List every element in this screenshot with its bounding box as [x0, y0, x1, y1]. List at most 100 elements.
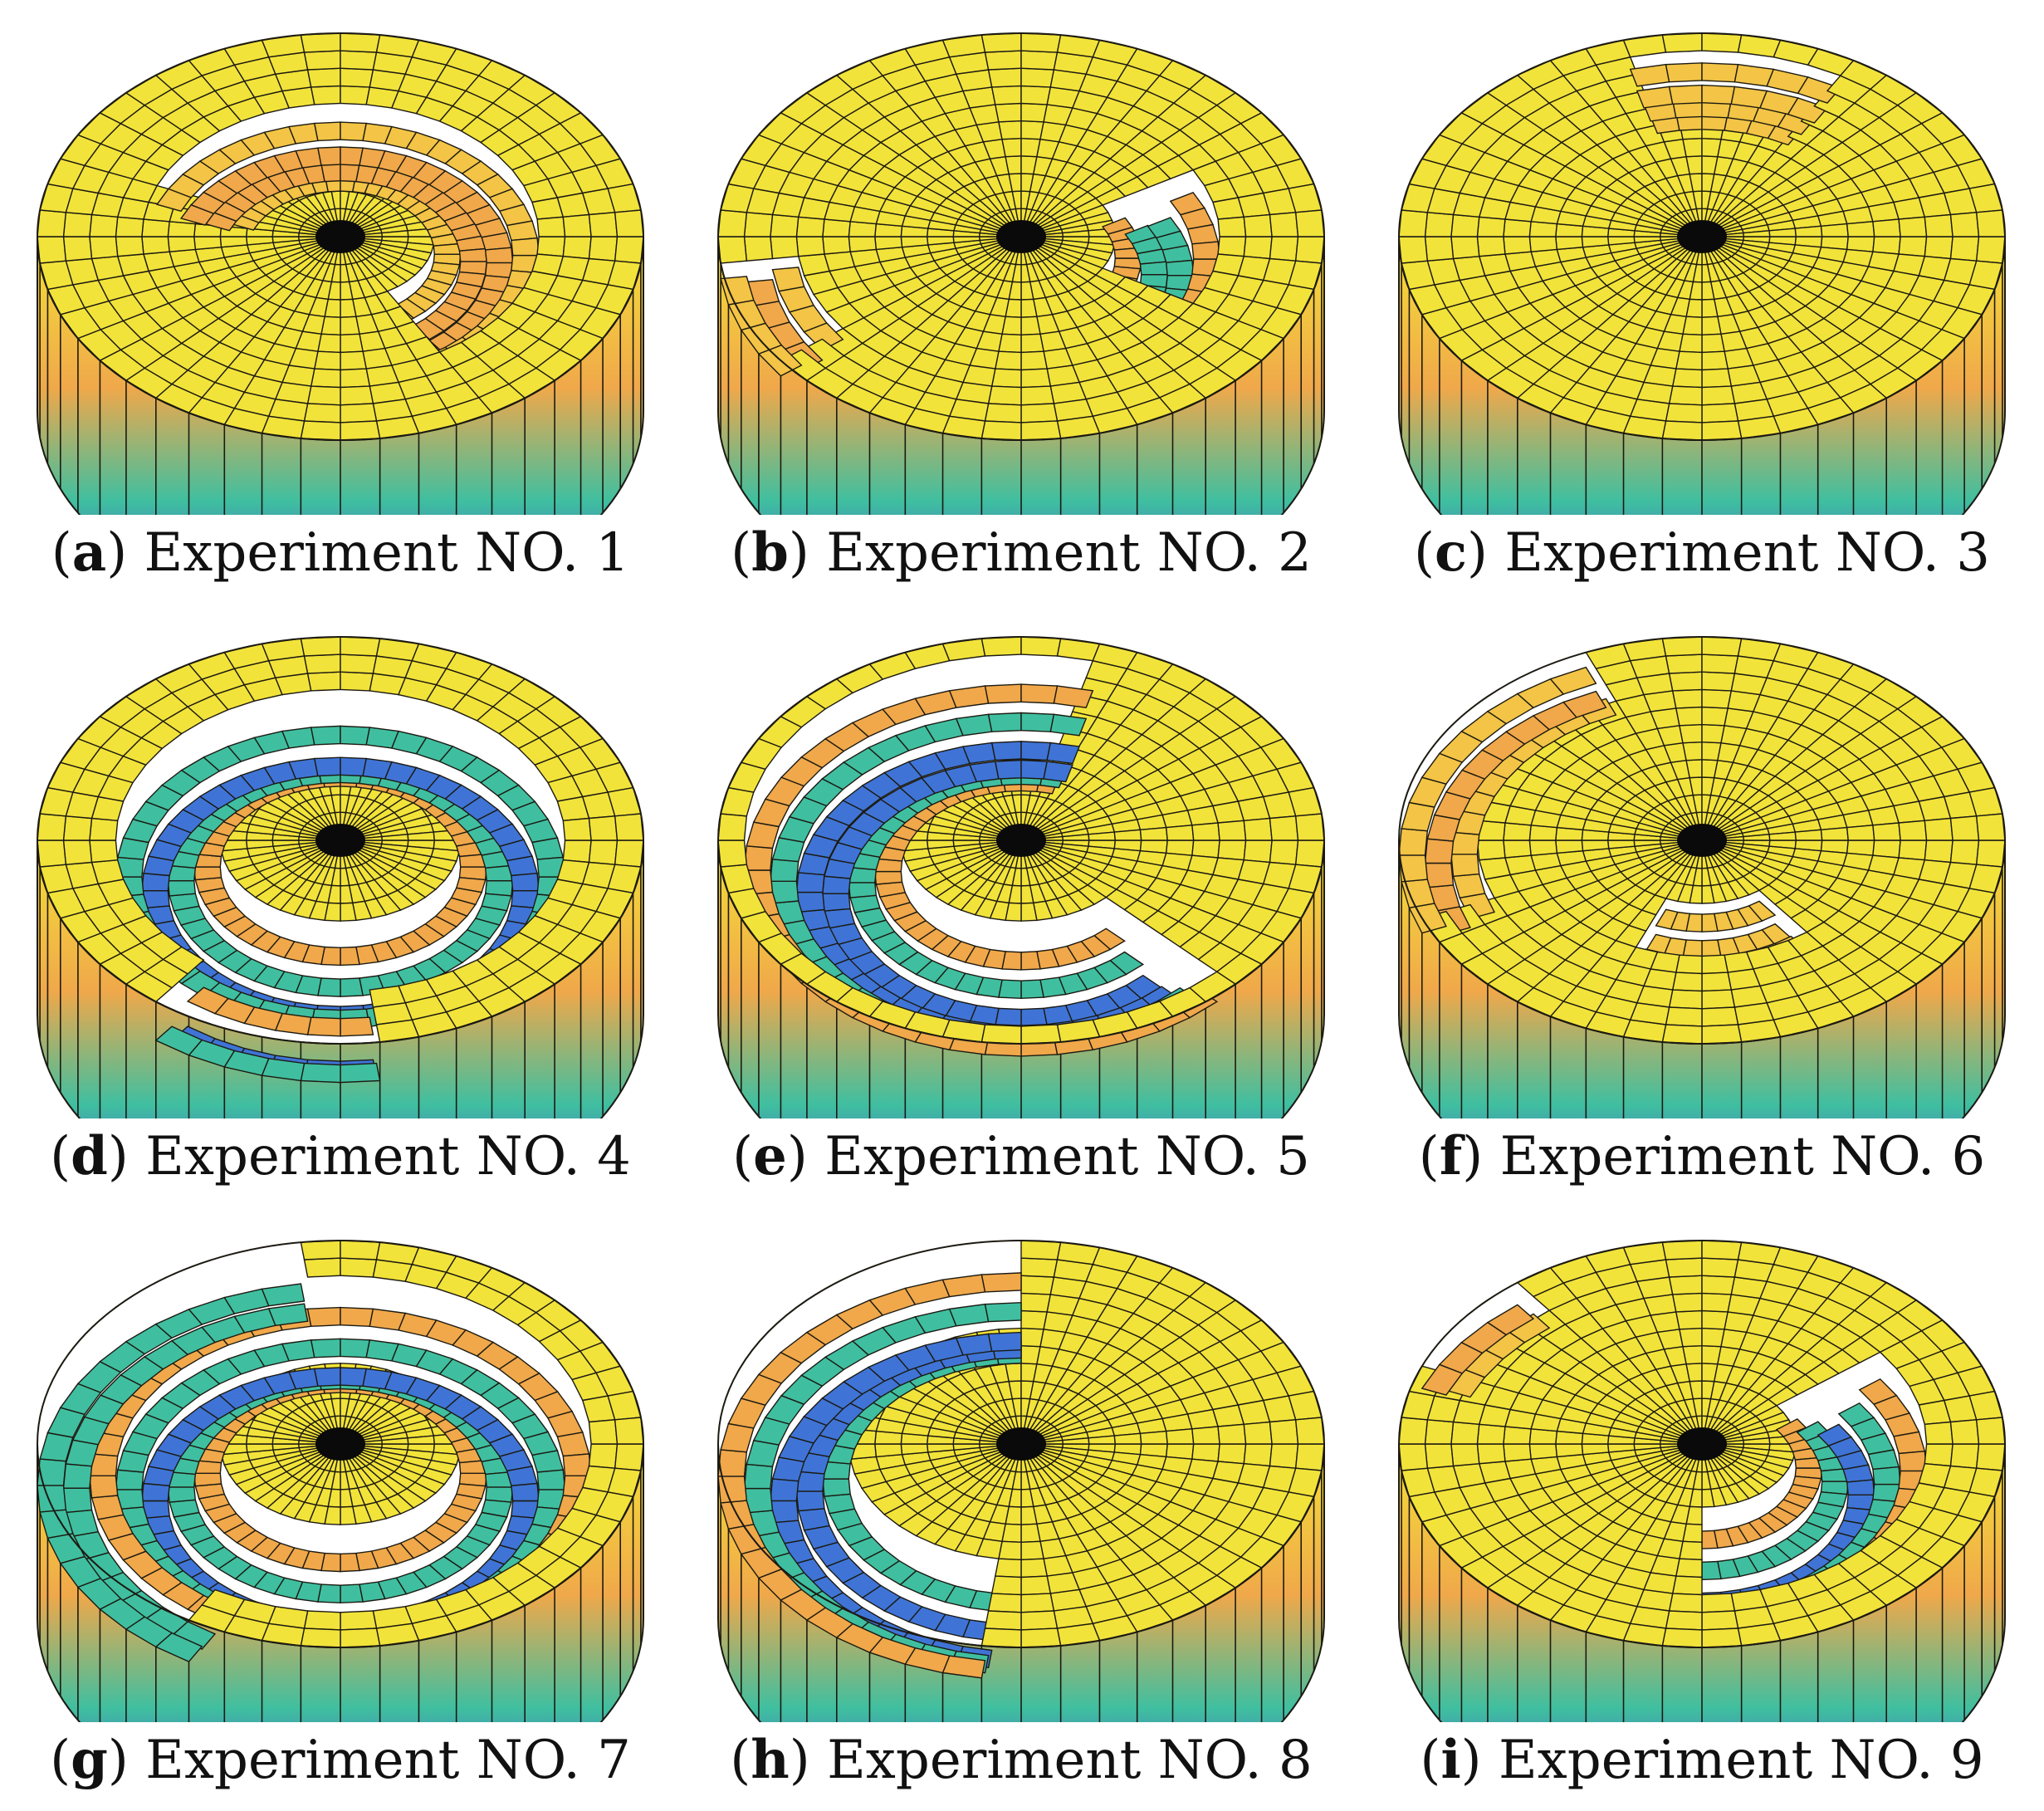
mesh-cell	[1701, 954, 1729, 975]
mesh-cell	[300, 1240, 341, 1260]
mesh-cell	[948, 685, 990, 708]
mesh-cell	[306, 67, 341, 88]
mesh-cell	[614, 813, 644, 841]
mesh-cell	[1424, 236, 1455, 262]
panel-label: Experiment NO. 6	[1499, 1126, 1986, 1187]
mesh-cell	[797, 253, 830, 277]
mesh-cell	[1701, 1257, 1739, 1278]
mesh-cell	[340, 85, 371, 105]
mesh-cell	[1243, 1421, 1273, 1445]
mesh-cell	[340, 333, 364, 354]
center-hub	[315, 1427, 365, 1461]
mesh-cell	[89, 213, 119, 237]
mesh-cell	[1701, 706, 1729, 727]
mesh-cell	[306, 385, 341, 406]
mesh-cell	[990, 1575, 1022, 1596]
mesh-cell	[1504, 1313, 1551, 1344]
mesh-cell	[1020, 1505, 1038, 1525]
mesh-cell	[980, 420, 1022, 441]
mesh-cell	[1975, 236, 2006, 264]
mesh-cell	[340, 1627, 381, 1648]
mesh-cell	[770, 236, 800, 260]
mesh-cell	[1001, 137, 1022, 158]
mesh-cell	[990, 85, 1022, 105]
mesh-cell	[1898, 236, 1928, 257]
mesh-cell	[1424, 212, 1455, 237]
mesh-cell	[340, 121, 368, 142]
mesh-cell	[770, 859, 800, 882]
mesh-cell	[1668, 671, 1703, 692]
mesh-cell	[531, 1450, 565, 1473]
mesh-cell	[1665, 653, 1703, 674]
mesh-cell	[1679, 1327, 1703, 1348]
mesh-cell	[1528, 839, 1558, 856]
mesh-cell	[186, 986, 229, 1015]
top-rim	[717, 1240, 1325, 1648]
mesh-cell	[614, 1443, 644, 1471]
mesh-cell	[1872, 822, 1901, 841]
mesh-cell	[562, 213, 592, 237]
mesh-cell	[1701, 350, 1729, 371]
mesh-cell	[1975, 1443, 2006, 1471]
mesh-cell	[1581, 236, 1610, 248]
center-hub	[315, 824, 365, 857]
mesh-cell	[1450, 854, 1480, 878]
cylinder-top-surface	[37, 1240, 644, 1662]
mesh-cell	[193, 236, 222, 251]
mesh-cell	[310, 725, 341, 746]
mesh-cell	[1294, 236, 1325, 264]
mesh-cell	[1701, 403, 1739, 423]
mesh-cell	[1675, 954, 1703, 975]
mesh-cell	[1675, 1558, 1703, 1579]
mesh-cell	[1191, 241, 1220, 260]
mesh-cell	[1665, 403, 1703, 423]
panel-caption: (d) Experiment NO. 4	[50, 1125, 631, 1187]
center-hub	[996, 1427, 1046, 1461]
mesh-cell	[1701, 316, 1722, 336]
mesh-cell	[1020, 1540, 1044, 1561]
mesh-cell	[340, 636, 381, 657]
mesh-cell	[303, 403, 341, 423]
mesh-cell	[1893, 1431, 1926, 1455]
mesh-cell	[1020, 1024, 1062, 1045]
mesh-cell	[1165, 259, 1195, 277]
mesh-cell	[1549, 666, 1597, 695]
mesh-cell	[340, 653, 378, 674]
top-rim	[37, 636, 644, 1045]
mesh-cell	[1243, 213, 1273, 237]
panel-i: (i) Experiment NO. 9	[1362, 1207, 2042, 1811]
mesh-cell	[536, 216, 566, 237]
mesh-cell	[1555, 236, 1584, 251]
mesh-cell	[303, 1257, 341, 1278]
mesh-cell	[313, 350, 341, 371]
mesh-cell	[340, 316, 360, 336]
mesh-cell	[994, 1558, 1022, 1579]
mesh-cell	[874, 870, 903, 885]
mesh-cell	[1661, 636, 1703, 657]
panel-f: (f) Experiment NO. 6	[1362, 604, 2042, 1207]
mesh-cell	[306, 671, 341, 692]
mesh-cell	[340, 1552, 360, 1573]
mesh-cell	[1924, 1443, 1954, 1467]
mesh-cell	[340, 1257, 378, 1278]
mesh-cell	[1668, 84, 1703, 105]
mesh-cell	[511, 872, 540, 892]
mesh-cell	[1269, 236, 1299, 262]
mesh-cell	[340, 1583, 364, 1604]
mesh-cell	[1701, 1610, 1739, 1631]
mesh-cell	[303, 1610, 341, 1631]
mesh-cylinder	[1398, 636, 2006, 1118]
mesh-cell	[1020, 979, 1044, 1000]
mesh-cell	[1503, 822, 1532, 841]
mesh-cell	[1701, 368, 1733, 389]
mesh-cell	[994, 350, 1022, 371]
center-hub	[1677, 824, 1727, 857]
mesh-cell	[458, 247, 487, 262]
mesh-cell	[340, 1367, 368, 1388]
mesh-cell	[340, 1505, 357, 1525]
mesh-cell	[1794, 225, 1823, 237]
mesh-cylinder	[1398, 32, 2006, 515]
mesh-cell	[955, 713, 993, 737]
mesh-cell	[1701, 1530, 1719, 1549]
mesh-cell	[1243, 839, 1273, 864]
